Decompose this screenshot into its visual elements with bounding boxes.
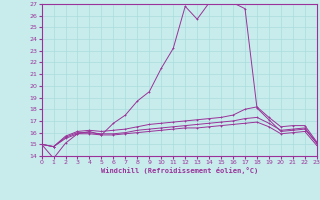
X-axis label: Windchill (Refroidissement éolien,°C): Windchill (Refroidissement éolien,°C) — [100, 167, 258, 174]
